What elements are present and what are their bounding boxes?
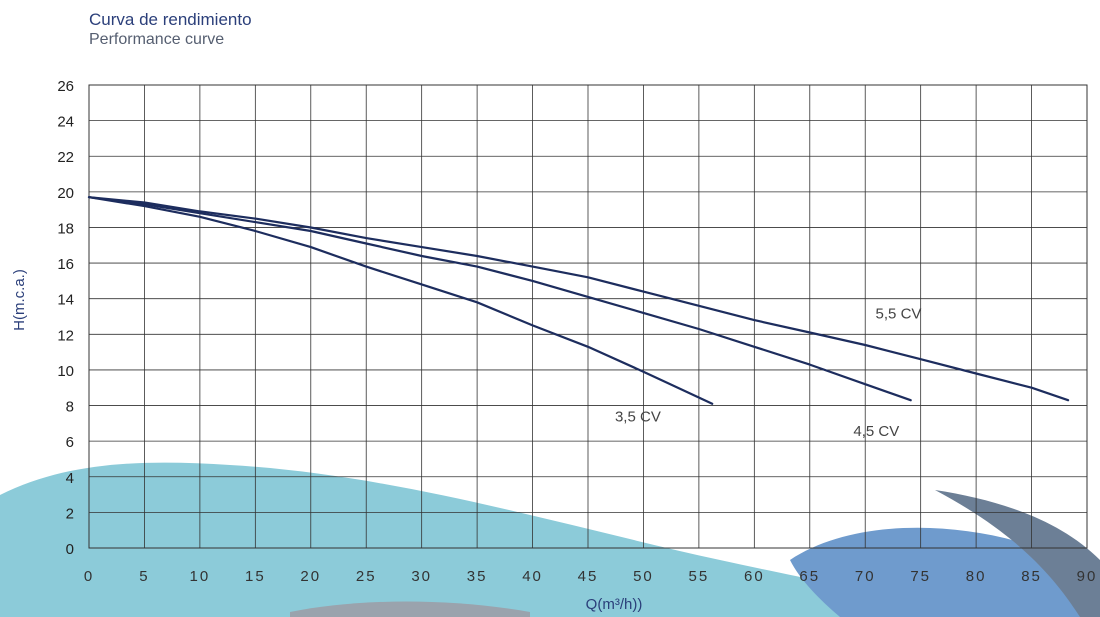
y-tick-label: 2 [66,505,74,522]
y-tick-label: 26 [57,78,74,95]
y-axis-label: H(m.c.a.) [11,269,28,331]
decorative-swooshes [0,462,1100,617]
x-tick-label: 35 [467,568,488,585]
x-tick-label: 60 [744,568,765,585]
x-tick-label: 50 [633,568,654,585]
x-tick-label: 20 [300,568,321,585]
x-tick-label: 10 [190,568,211,585]
y-tick-label: 16 [57,256,74,273]
chart-title-block: Curva de rendimiento Performance curve [89,10,252,50]
y-tick-label: 22 [57,149,74,166]
plot-frame [88,84,1088,549]
y-tick-label: 8 [66,399,74,416]
x-tick-label: 45 [578,568,599,585]
series-annotation: 4,5 CV [853,423,899,440]
x-tick-label: 75 [910,568,931,585]
y-tick-label: 24 [57,114,74,131]
x-tick-label: 5 [139,568,149,585]
x-tick-label: 65 [799,568,820,585]
swoosh-blue [790,527,1090,617]
chart-title: Curva de rendimiento [89,10,252,29]
swoosh-gray [290,601,530,617]
series-line [87,196,1070,402]
x-tick-label: 90 [1077,568,1098,585]
x-tick-label: 85 [1021,568,1042,585]
x-axis-label: Q(m³/h)) [586,596,643,613]
y-tick-label: 6 [66,434,74,451]
x-tick-label: 40 [522,568,543,585]
x-tick-label: 25 [356,568,377,585]
chart-subtitle: Performance curve [89,31,225,48]
chart-grid [88,84,1088,549]
y-tick-label: 18 [57,220,74,237]
y-tick-label: 14 [57,292,74,309]
swoosh-dark [935,490,1100,617]
series-annotation: 3,5 CV [615,409,661,426]
swoosh-light [0,462,1010,617]
y-tick-label: 4 [66,470,74,487]
x-tick-label: 80 [966,568,987,585]
y-tick-label: 12 [57,327,74,344]
series-line [87,196,912,402]
x-tick-label: 0 [84,568,94,585]
x-tick-label: 30 [411,568,432,585]
series-annotation: 5,5 CV [876,305,922,322]
x-tick-label: 55 [689,568,710,585]
x-tick-label: 70 [855,568,876,585]
y-tick-label: 10 [57,363,74,380]
y-tick-label: 0 [66,541,74,558]
series-line [87,196,714,405]
x-tick-label: 15 [245,568,266,585]
y-tick-label: 20 [57,185,74,202]
chart-curves [87,196,1070,405]
